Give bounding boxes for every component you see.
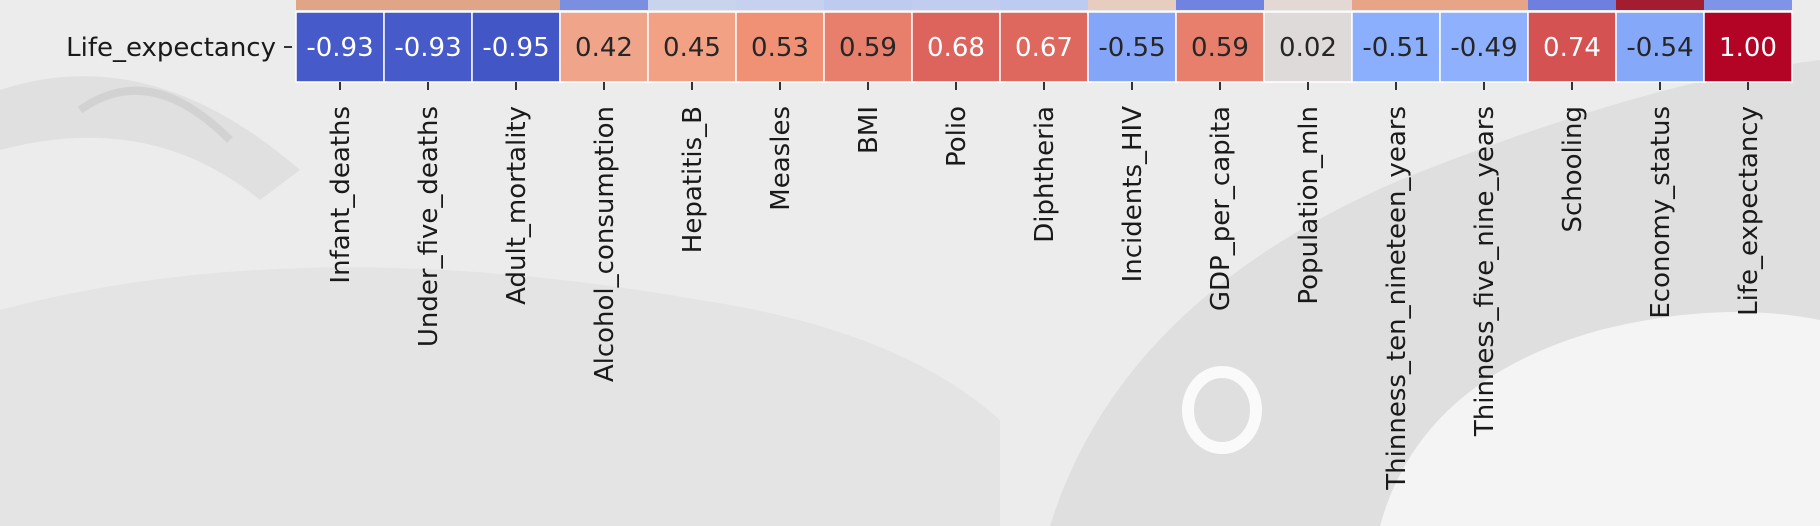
cell-value-label: 0.68 <box>927 33 985 63</box>
heatmap-cell <box>295 11 385 83</box>
cell-value-label: 0.53 <box>751 33 809 63</box>
heatmap-cell-partial <box>472 0 560 10</box>
cell-value-label: -0.54 <box>1626 33 1693 63</box>
heatmap-cell <box>1527 11 1617 83</box>
column-label: Schooling <box>1558 106 1588 233</box>
heatmap-cell-partial <box>1440 0 1528 10</box>
heatmap-cell-partial <box>1352 0 1440 10</box>
column-label: Infant_deaths <box>326 106 356 284</box>
heatmap-cells: -0.93 -0.93 -0.95 0.42 0.45 0.53 0.59 0.68 0.67-… <box>295 11 1793 83</box>
column-label: Life_expectancy <box>1734 106 1764 316</box>
cell-value-label: -0.93 <box>394 33 461 63</box>
column-label: Economy_status <box>1646 106 1676 319</box>
heatmap-cell <box>1615 11 1705 83</box>
heatmap-cell <box>647 11 737 83</box>
row-label: Life_expectancy <box>66 33 276 63</box>
heatmap-cell <box>999 11 1089 83</box>
heatmap-cell-partial <box>1704 0 1792 10</box>
column-label: Incidents_HIV <box>1118 106 1148 283</box>
heatmap-cell-partial <box>384 0 472 10</box>
cell-value-label: -0.93 <box>306 33 373 63</box>
heatmap-cell <box>1351 11 1441 83</box>
cell-value-label: 0.45 <box>663 33 721 63</box>
heatmap-cell-partial <box>560 0 648 10</box>
cell-value-label: 0.59 <box>1191 33 1249 63</box>
cell-value-label: 0.42 <box>575 33 633 63</box>
heatmap-cell <box>1263 11 1353 83</box>
cell-value-label: 0.02 <box>1279 33 1337 63</box>
heatmap-cell-partial <box>1616 0 1704 10</box>
cell-value-label: 1.00 <box>1719 33 1777 63</box>
cell-value-label: -0.55 <box>1098 33 1165 63</box>
column-label: Diphtheria <box>1030 106 1060 243</box>
column-label: Alcohol_consumption <box>590 106 620 382</box>
column-label: Adult_mortality <box>502 106 532 305</box>
column-label: Thinness_five_nine_years <box>1470 106 1500 437</box>
column-label: Polio <box>942 106 972 167</box>
heatmap-cell <box>559 11 649 83</box>
cell-value-label: -0.95 <box>482 33 549 63</box>
column-label: GDP_per_capita <box>1206 106 1236 311</box>
column-label: Under_five_deaths <box>414 106 444 347</box>
column-label: Measles <box>766 106 796 211</box>
column-label: BMI <box>854 106 884 154</box>
heatmap-cell <box>1439 11 1529 83</box>
heatmap-cell-partial <box>912 0 1000 10</box>
heatmap-cell-partial <box>1176 0 1264 10</box>
cell-value-label: 0.67 <box>1015 33 1073 63</box>
heatmap-cell-partial <box>1000 0 1088 10</box>
heatmap-cell-partial <box>736 0 824 10</box>
column-label: Thinness_ten_nineteen_years <box>1382 106 1412 491</box>
column-labels: Infant_deaths Under_five_deaths Adult_mort… <box>326 82 1764 491</box>
cell-value-label: 0.74 <box>1543 33 1601 63</box>
column-label: Hepatitis_B <box>678 106 708 253</box>
heatmap-cell-partial <box>1264 0 1352 10</box>
column-label: Population_mln <box>1294 106 1324 305</box>
heatmap-cell-partial <box>296 0 384 10</box>
cell-value-label: -0.49 <box>1450 33 1517 63</box>
heatmap-cell <box>1087 11 1177 83</box>
partial-row-above <box>296 0 1792 10</box>
cell-value-label: 0.59 <box>839 33 897 63</box>
row-labels: Life_expectancy <box>66 33 292 63</box>
cell-value-label: -0.51 <box>1362 33 1429 63</box>
heatmap-cell-partial <box>648 0 736 10</box>
heatmap-cell-partial <box>1528 0 1616 10</box>
heatmap-cell <box>383 11 473 83</box>
heatmap-cell-partial <box>1088 0 1176 10</box>
heatmap-cell-partial <box>824 0 912 10</box>
